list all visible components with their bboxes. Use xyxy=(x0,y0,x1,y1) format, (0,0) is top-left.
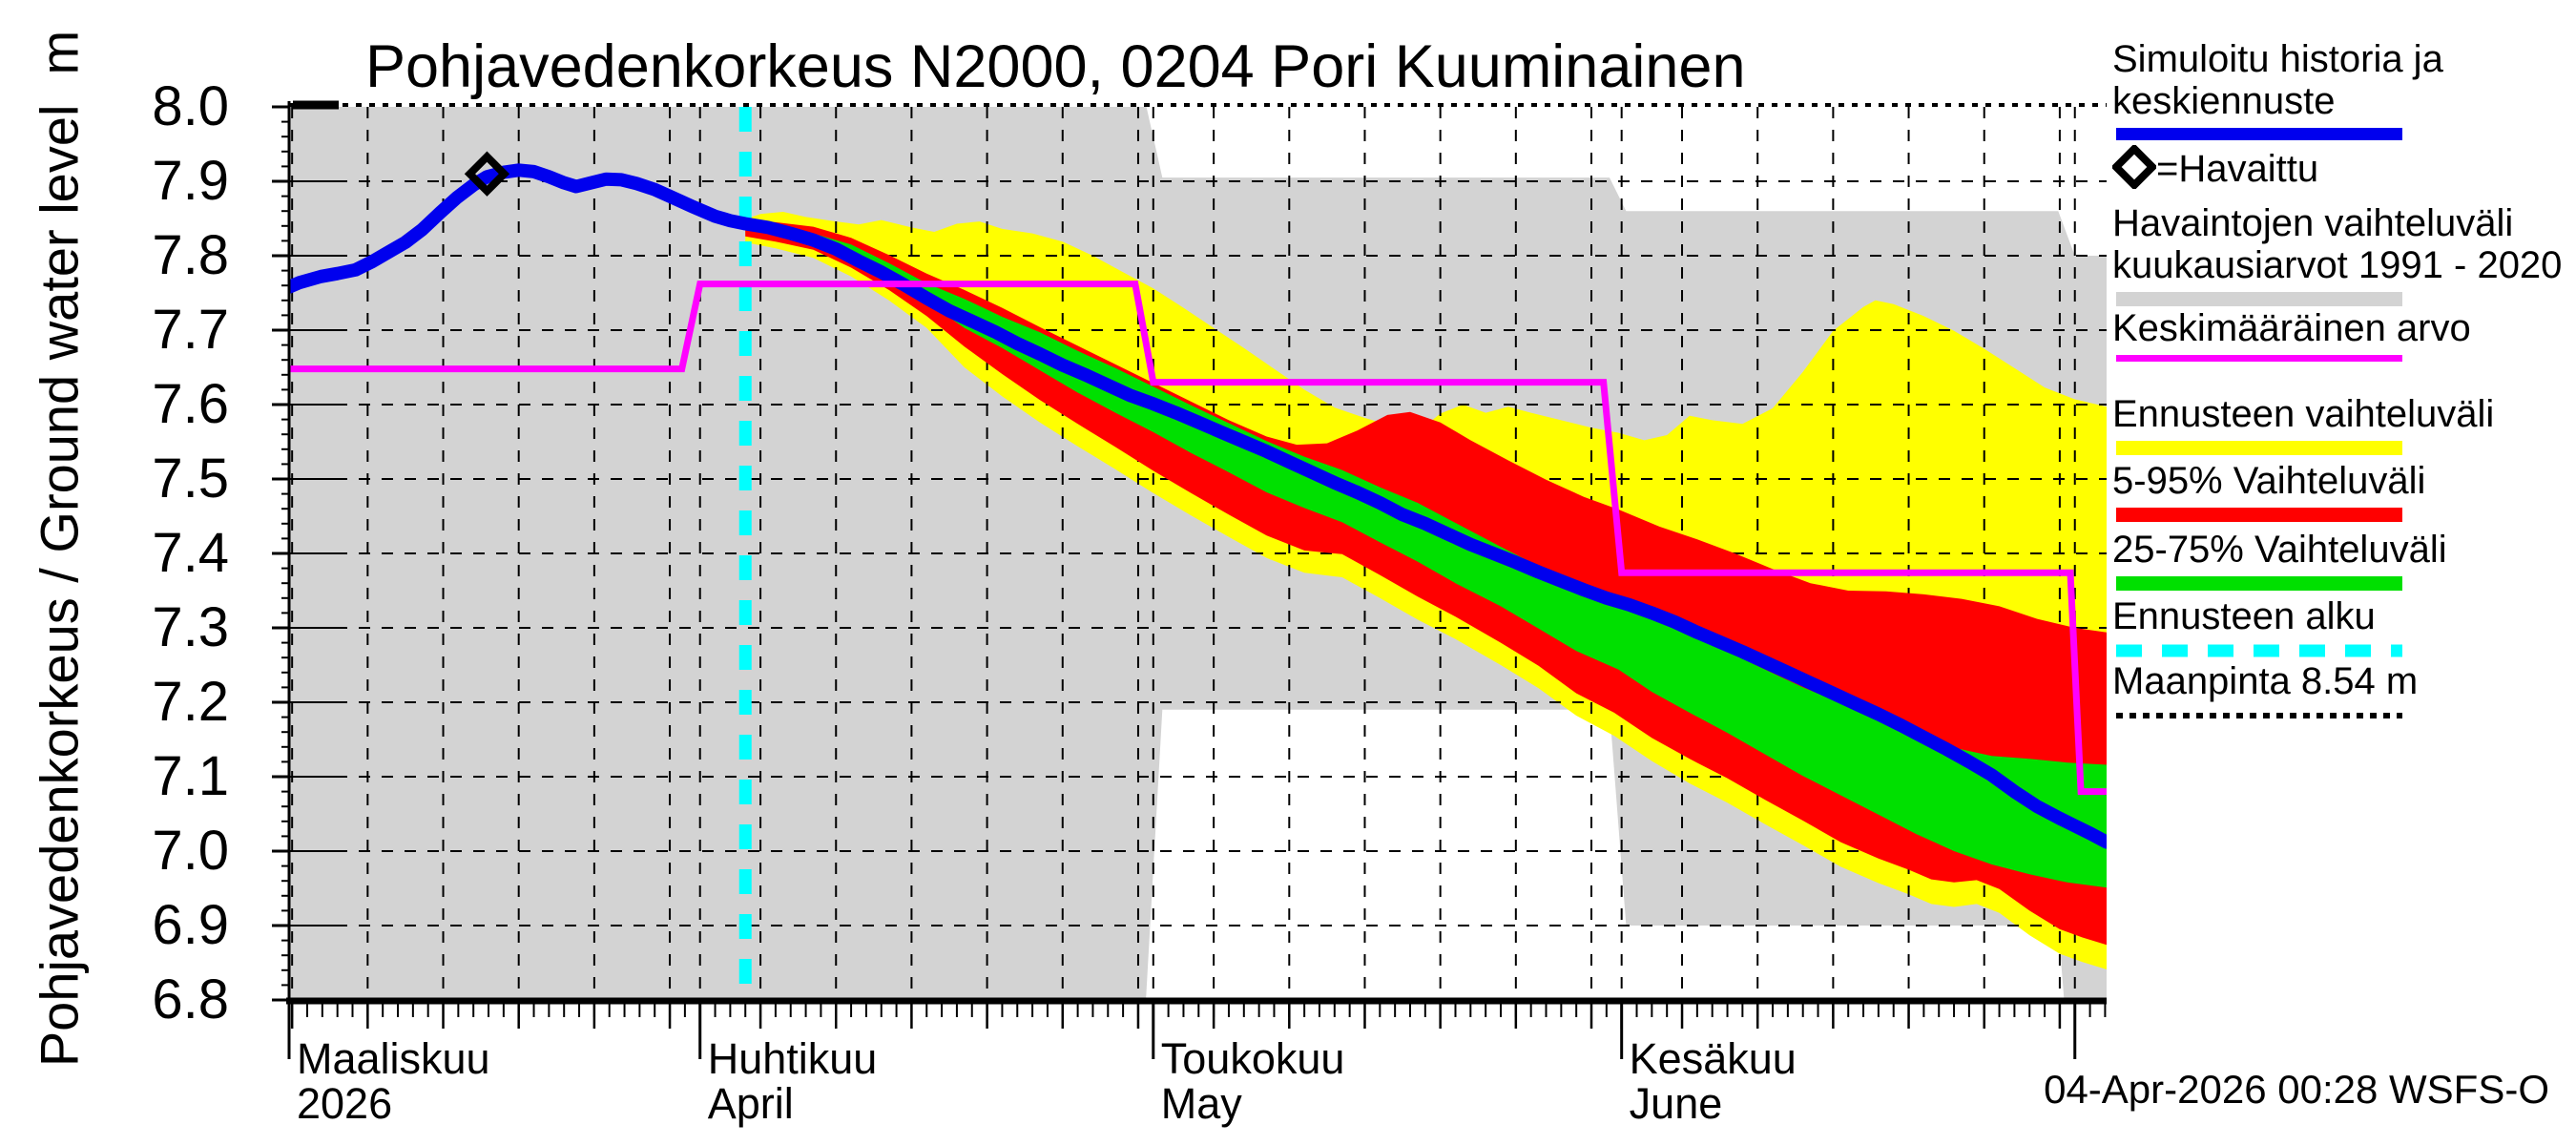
legend-label: Ennusteen alku xyxy=(2112,595,2376,637)
legend-item-ground-surface: Maanpinta 8.54 m xyxy=(2112,660,2570,702)
y-tick-label: 6.9 xyxy=(152,894,229,956)
legend-label: Simuloitu historia ja xyxy=(2112,38,2443,80)
observed-diamond-icon xyxy=(2112,145,2156,189)
y-tick-label: 7.2 xyxy=(152,671,229,733)
legend-item-forecast-range: Ennusteen vaihteluväli xyxy=(2112,393,2570,435)
y-tick-label: 7.6 xyxy=(152,373,229,435)
legend-swatch-bar xyxy=(2116,128,2402,140)
legend-swatch-dashed xyxy=(2116,643,2402,663)
x-axis-month-label: Huhtikuu April xyxy=(707,1034,878,1128)
y-tick-label: 7.1 xyxy=(152,745,229,807)
legend-label: 25-75% Vaihteluväli xyxy=(2112,529,2447,571)
legend-item-simulated-history-and-mean-forecast: Simuloitu historia ja keskiennuste xyxy=(2112,38,2570,122)
legend-item-observed: =Havaittu xyxy=(2112,145,2570,190)
x-axis-month-label: Toukokuu May xyxy=(1160,1034,1345,1128)
y-tick-label: 7.3 xyxy=(152,596,229,658)
x-axis-month-label: Maaliskuu 2026 xyxy=(297,1034,490,1128)
y-axis-label: Pohjavedenkorkeus / Ground water level m xyxy=(29,30,90,1068)
legend-swatch-line xyxy=(2116,355,2402,362)
legend-label: Keskimääräinen arvo xyxy=(2112,307,2471,349)
legend-label: Ennusteen vaihteluväli xyxy=(2112,393,2495,435)
legend-swatch-bar xyxy=(2116,441,2402,455)
legend-label: Maanpinta 8.54 m xyxy=(2112,660,2419,702)
legend-label: kuukausiarvot 1991 - 2020 xyxy=(2112,244,2563,286)
legend-item-mean-value: Keskimääräinen arvo xyxy=(2112,307,2570,349)
chart-layers xyxy=(289,107,2107,1000)
legend-label: keskiennuste xyxy=(2112,80,2336,122)
legend-item-observed-range: Havaintojen vaihteluväli kuukausiarvot 19… xyxy=(2112,202,2570,286)
y-tick-label: 7.4 xyxy=(152,522,229,584)
legend-item-range-5-95: 5-95% Vaihteluväli xyxy=(2112,460,2570,502)
simulated-mean-line xyxy=(289,163,2107,849)
y-tick-label: 6.8 xyxy=(152,968,229,1030)
legend-label: =Havaittu xyxy=(2156,148,2319,190)
legend-label: Havaintojen vaihteluväli xyxy=(2112,202,2514,244)
y-tick-label: 7.5 xyxy=(152,448,229,510)
x-axis-month-label: Kesäkuu June xyxy=(1629,1034,1797,1128)
legend-label: 5-95% Vaihteluväli xyxy=(2112,460,2426,502)
y-tick-label: 7.0 xyxy=(152,820,229,882)
y-tick-label: 7.7 xyxy=(152,299,229,361)
x-axis-ticks xyxy=(287,1004,2107,1059)
monthly-mean-line xyxy=(289,281,2107,796)
timestamp: 04-Apr-2026 00:28 WSFS-O xyxy=(2044,1067,2549,1112)
y-tick-label: 7.8 xyxy=(152,224,229,286)
legend-swatch-bar xyxy=(2116,508,2402,522)
observed-diamond-marker xyxy=(464,151,510,197)
legend-swatch-bar xyxy=(2116,576,2402,591)
legend-swatch-dotted xyxy=(2116,708,2402,728)
legend-item-range-25-75: 25-75% Vaihteluväli xyxy=(2112,529,2570,571)
legend-swatch-bar xyxy=(2116,292,2402,306)
legend-item-forecast-start: Ennusteen alku xyxy=(2112,595,2570,637)
y-tick-label: 7.9 xyxy=(152,150,229,212)
y-tick-label: 8.0 xyxy=(152,75,229,137)
chart-title: Pohjavedenkorkeus N2000, 0204 Pori Kuumi… xyxy=(365,33,1746,100)
y-axis-ticks xyxy=(272,105,289,1002)
range-5-95-band xyxy=(745,219,2107,946)
